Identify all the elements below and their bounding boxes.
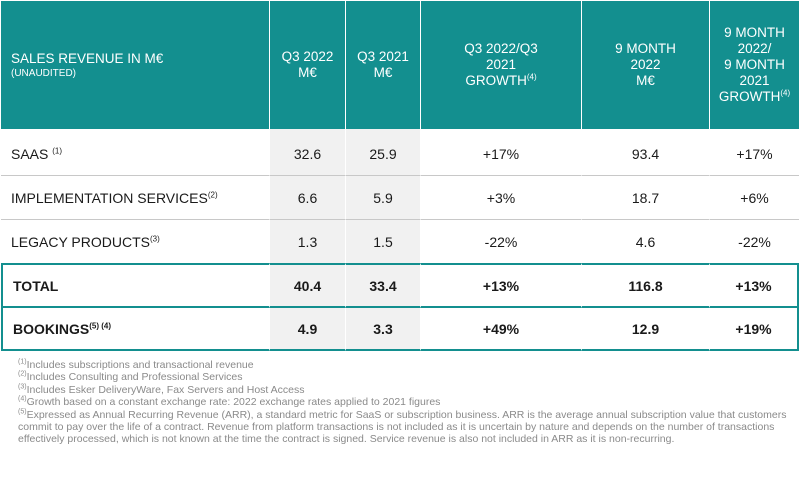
cell-q3-growth: +17%	[420, 129, 581, 176]
cell-q3-growth: -22%	[420, 220, 581, 263]
row-label-text: BOOKINGS	[13, 320, 90, 337]
header-q3-2022: Q3 2022 M€	[269, 1, 345, 129]
header-q3-2021: Q3 2021 M€	[345, 1, 420, 129]
cell-9month-growth: +17%	[709, 129, 799, 176]
row-label: SAAS (1)	[1, 129, 269, 176]
footnote-ref: (4)	[780, 88, 791, 98]
footnote-mark: (3)	[18, 383, 27, 391]
footnote-ref: (3)	[150, 233, 160, 243]
cell-q3-2021: 33.4	[345, 263, 420, 308]
table-subtitle: (UNAUDITED)	[11, 67, 76, 79]
table-header-row: SALES REVENUE IN M€ (UNAUDITED) Q3 2022 …	[1, 1, 799, 129]
cell-q3-2021: 5.9	[345, 176, 420, 220]
header-line: M€	[298, 65, 317, 80]
row-label-text: SAAS	[11, 145, 53, 162]
footnote-mark: (1)	[18, 358, 27, 366]
header-9month-growth: 9 MONTH 2022/ 9 MONTH 2021 GROWTH(4)	[709, 1, 799, 129]
footnote-text: Growth based on a constant exchange rate…	[26, 396, 441, 409]
cell-9month-2022: 116.8	[581, 263, 709, 308]
footnote-text: Includes Esker DeliveryWare, Fax Servers…	[26, 383, 305, 396]
sales-revenue-table: SALES REVENUE IN M€ (UNAUDITED) Q3 2022 …	[1, 1, 799, 351]
footnote: (1)Includes subscriptions and transactio…	[18, 358, 788, 372]
header-line: Q3 2022	[281, 49, 334, 64]
table-title: SALES REVENUE IN M€	[11, 50, 164, 66]
cell-9month-2022: 4.6	[581, 220, 709, 263]
footnote-text: Includes Consulting and Professional Ser…	[26, 371, 243, 384]
row-label: BOOKINGS(5) (4)	[1, 308, 269, 351]
footnote-mark: (2)	[18, 370, 27, 378]
row-label-text: TOTAL	[13, 277, 59, 294]
cell-q3-2022: 6.6	[269, 176, 345, 220]
header-line: Q3 2022/Q3	[464, 41, 538, 56]
cell-9month-2022: 12.9	[581, 308, 709, 351]
footnote-ref: (5) (4)	[89, 320, 112, 330]
header-line: GROWTH	[718, 89, 781, 104]
header-line: 2022	[630, 57, 661, 72]
header-line: GROWTH	[465, 73, 527, 88]
table-row-bookings: BOOKINGS(5) (4) 4.9 3.3 +49% 12.9 +19%	[1, 308, 799, 351]
table-row-legacy: LEGACY PRODUCTS(3) 1.3 1.5 -22% 4.6 -22%	[1, 220, 799, 263]
header-line: 2021	[739, 73, 770, 88]
cell-q3-2022: 4.9	[269, 308, 345, 351]
row-label: IMPLEMENTATION SERVICES(2)	[1, 176, 269, 220]
cell-9month-growth: +6%	[709, 176, 799, 220]
header-line: M€	[636, 73, 655, 88]
row-label-text: IMPLEMENTATION SERVICES	[11, 189, 208, 206]
row-label: LEGACY PRODUCTS(3)	[1, 220, 269, 263]
row-label-text: LEGACY PRODUCTS	[11, 233, 150, 250]
footnote: (3)Includes Esker DeliveryWare, Fax Serv…	[18, 383, 788, 396]
header-line: 9 MONTH	[724, 25, 785, 40]
footnote-ref: (4)	[526, 72, 537, 82]
cell-q3-2022: 40.4	[269, 263, 345, 308]
header-9month-2022: 9 MONTH 2022 M€	[581, 1, 709, 129]
footnote: (2)Includes Consulting and Professional …	[18, 370, 788, 384]
table-row-total: TOTAL 40.4 33.4 +13% 116.8 +13%	[1, 263, 799, 308]
footnote-text: Includes subscriptions and transactional…	[26, 359, 254, 371]
cell-9month-growth: +13%	[709, 263, 799, 308]
cell-9month-2022: 18.7	[581, 176, 709, 220]
cell-q3-2021: 3.3	[345, 308, 420, 351]
footnote-text: Expressed as Annual Recurring Revenue (A…	[18, 408, 787, 446]
footnote-ref: (2)	[207, 189, 218, 199]
footnote-ref: (1)	[52, 145, 63, 155]
header-line: 2021	[485, 57, 517, 72]
row-label: TOTAL	[1, 263, 269, 308]
cell-q3-growth: +13%	[420, 263, 581, 308]
header-line: 9 MONTH	[724, 57, 785, 72]
table-row-saas: SAAS (1) 32.6 25.9 +17% 93.4 +17%	[1, 129, 799, 176]
footnote: (5)Expressed as Annual Recurring Revenue…	[18, 408, 788, 446]
cell-q3-growth: +3%	[420, 176, 581, 220]
cell-q3-2021: 25.9	[345, 129, 420, 176]
footnote-mark: (5)	[18, 408, 27, 416]
header-line: 2022/	[737, 41, 772, 56]
cell-q3-2022: 1.3	[269, 220, 345, 263]
header-q3-growth: Q3 2022/Q3 2021 GROWTH(4)	[420, 1, 581, 129]
header-line: M€	[373, 65, 393, 80]
cell-9month-growth: +19%	[709, 308, 799, 351]
cell-9month-2022: 93.4	[581, 129, 709, 176]
cell-q3-2021: 1.5	[345, 220, 420, 263]
cell-q3-2022: 32.6	[269, 129, 345, 176]
footnotes: (1)Includes subscriptions and transactio…	[18, 359, 788, 446]
header-line: Q3 2021	[357, 49, 409, 64]
footnote-mark: (4)	[18, 395, 27, 403]
table-row-implementation: IMPLEMENTATION SERVICES(2) 6.6 5.9 +3% 1…	[1, 176, 799, 220]
footnote: (4)Growth based on a constant exchange r…	[18, 395, 788, 409]
cell-9month-growth: -22%	[709, 220, 799, 263]
header-label-cell: SALES REVENUE IN M€ (UNAUDITED)	[1, 1, 269, 129]
header-line: 9 MONTH	[615, 41, 676, 56]
cell-q3-growth: +49%	[420, 308, 581, 351]
